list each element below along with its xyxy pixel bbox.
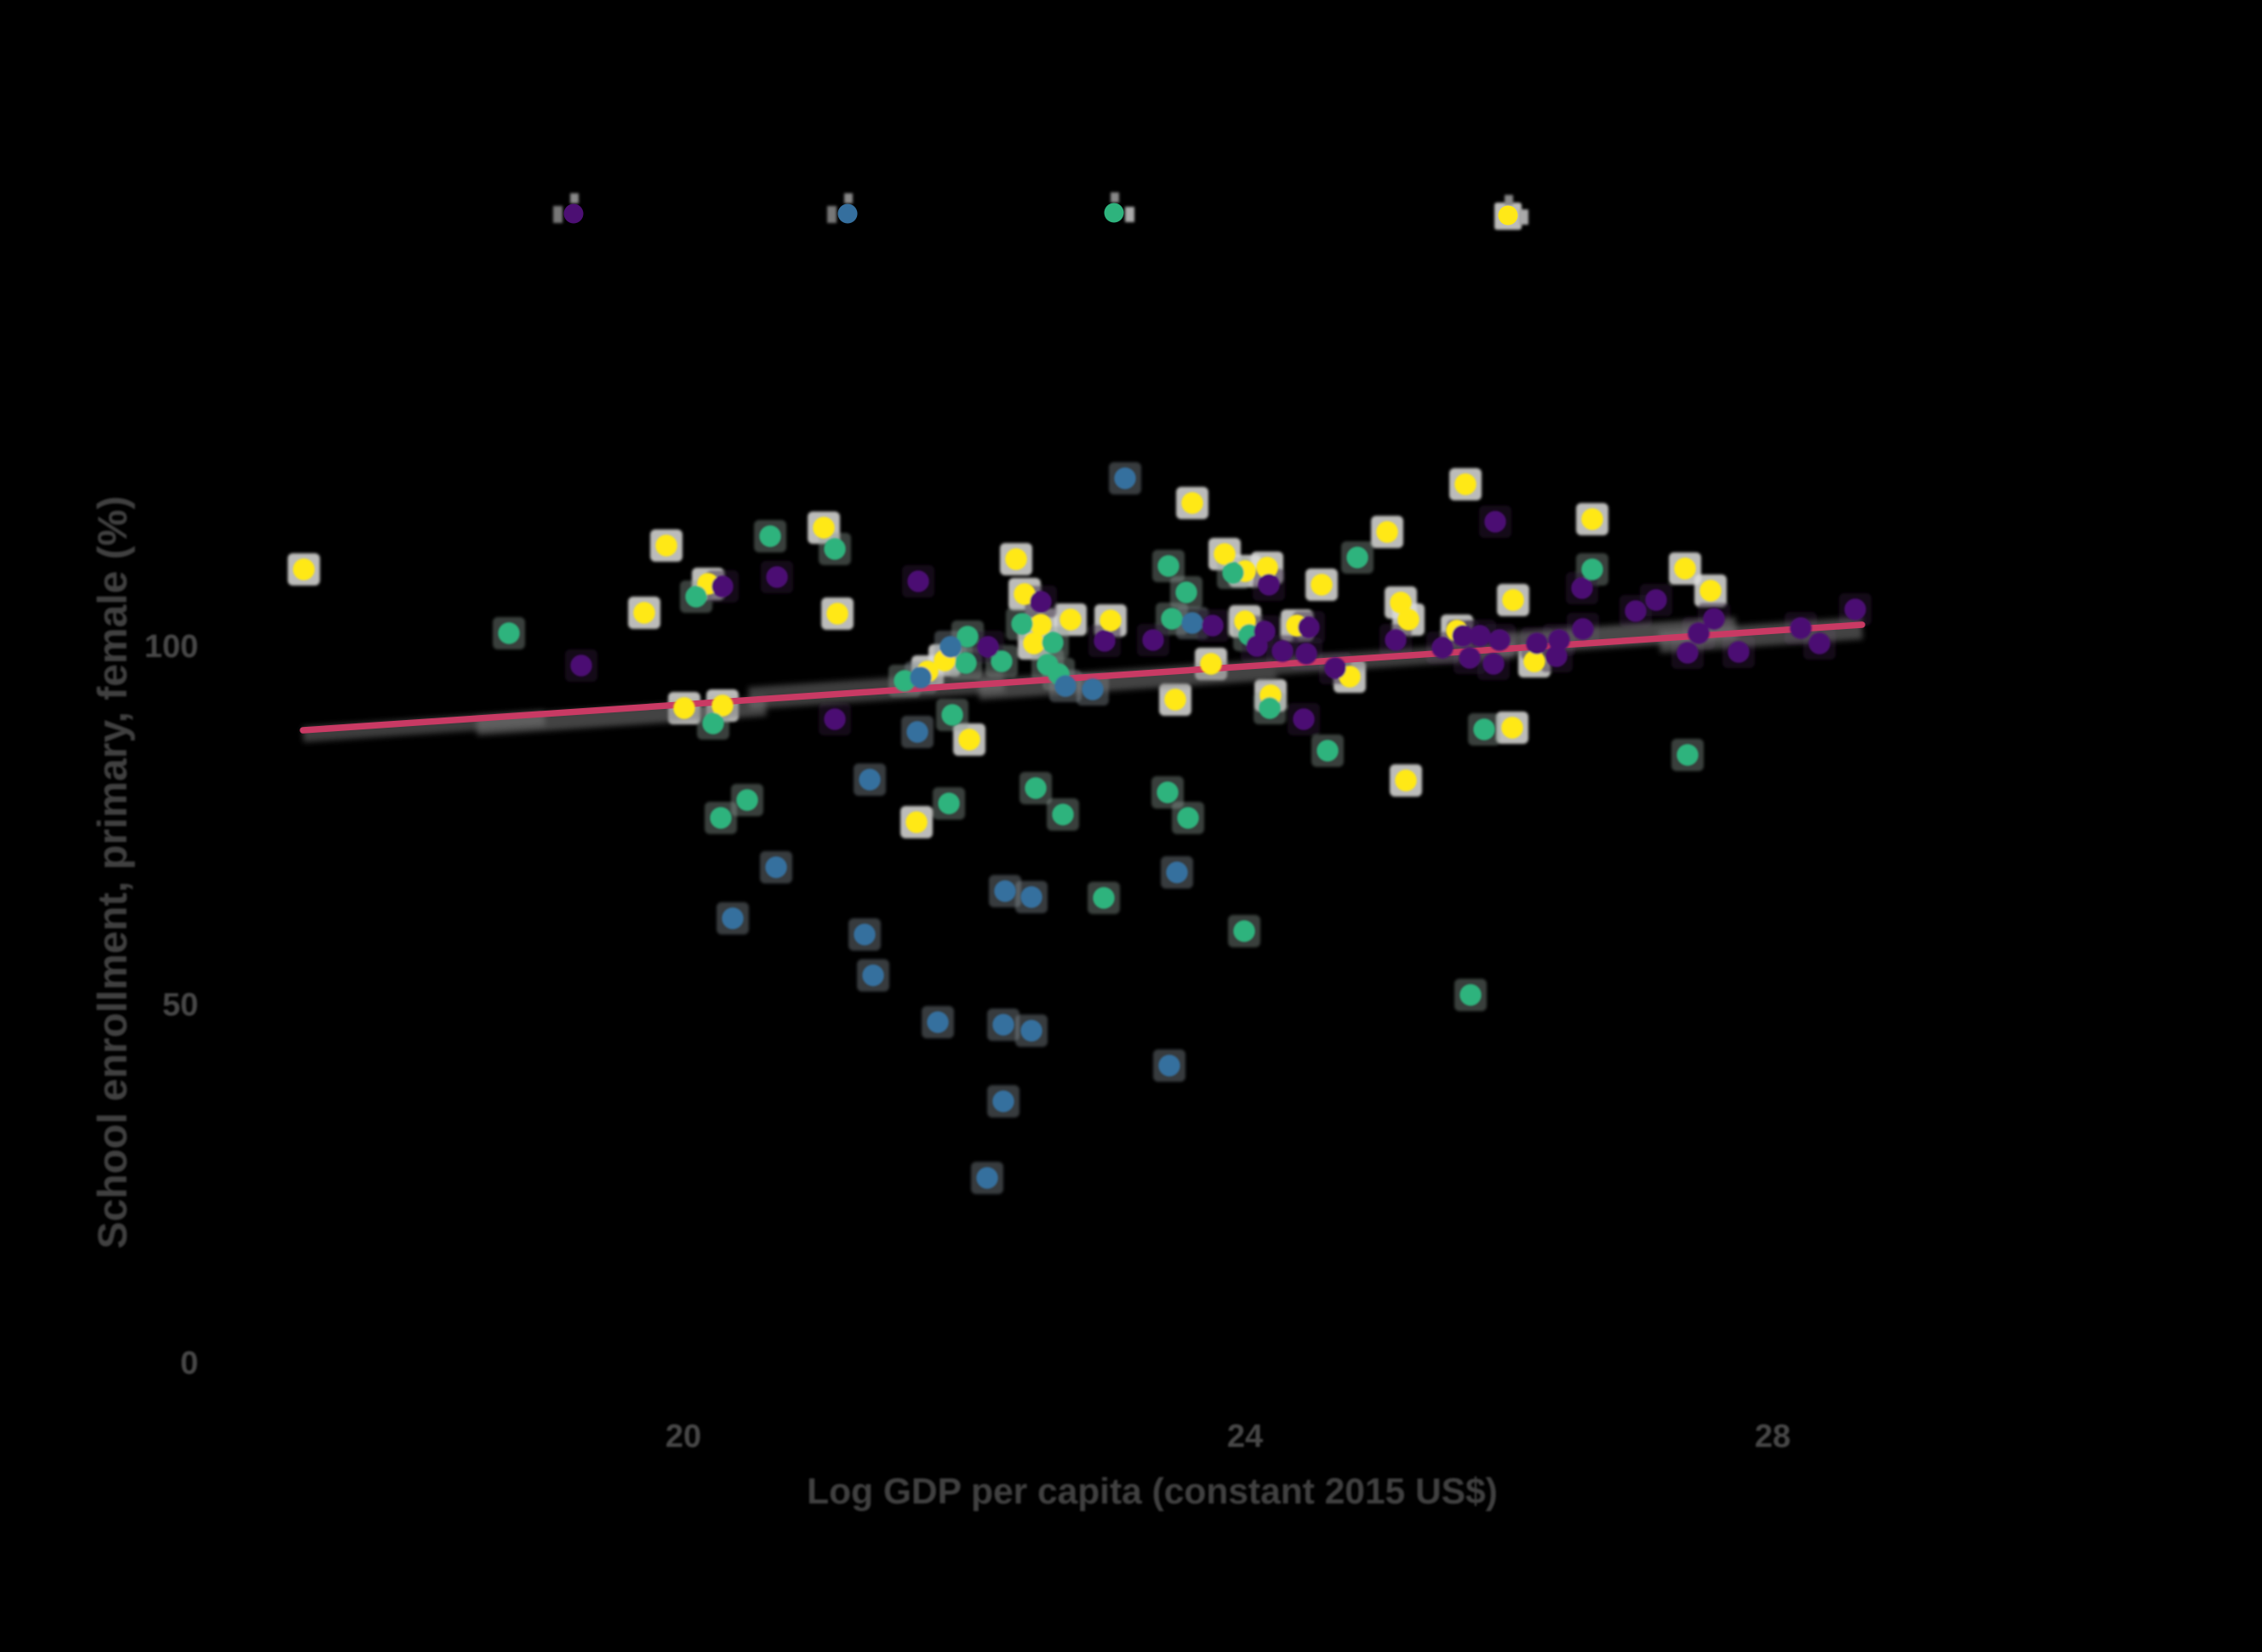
- svg-text:0: 0: [180, 1346, 198, 1381]
- svg-text:School enrollment, primary, fe: School enrollment, primary, female (%): [91, 496, 136, 1249]
- svg-text:28: 28: [1755, 1419, 1791, 1455]
- svg-text:50: 50: [163, 987, 198, 1023]
- svg-text:24: 24: [1227, 1419, 1263, 1455]
- svg-text:100: 100: [145, 629, 198, 665]
- svg-text:20: 20: [665, 1419, 701, 1455]
- svg-text:Log GDP per capita (constant 2: Log GDP per capita (constant 2015 US$): [807, 1472, 1498, 1512]
